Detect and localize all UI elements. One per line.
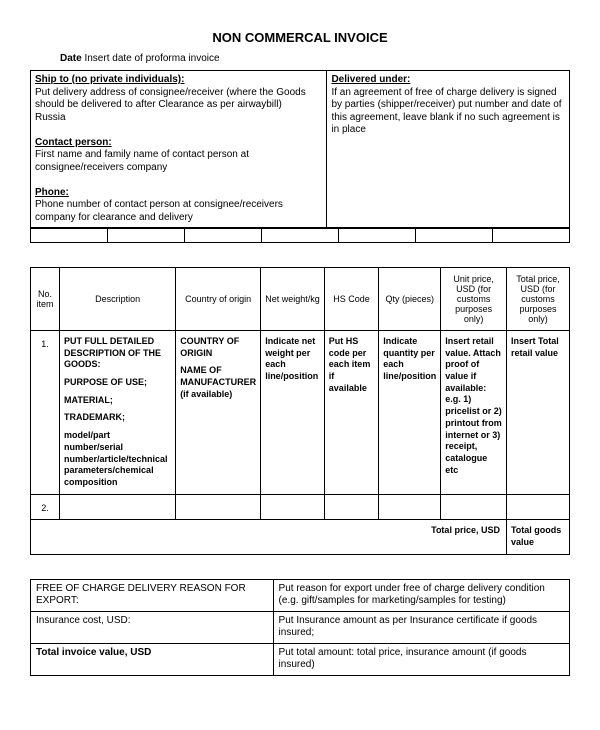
empty-cell bbox=[339, 229, 416, 243]
cell-qty: Indicate quantity per each line/position bbox=[379, 331, 441, 495]
items-table: No. item Description Country of origin N… bbox=[30, 267, 570, 555]
desc-main: PUT FULL DETAILED DESCRIPTION OF THE GOO… bbox=[64, 336, 171, 371]
col-no: No. item bbox=[31, 268, 60, 331]
desc-purpose: PURPOSE OF USE; bbox=[64, 377, 171, 389]
footer-right: Put reason for export under free of char… bbox=[273, 579, 569, 611]
shipto-label: Ship to (no private individuals): bbox=[35, 74, 184, 85]
cell-country bbox=[176, 494, 261, 520]
cell-no: 2. bbox=[31, 494, 60, 520]
empty-cell bbox=[262, 229, 339, 243]
footer-row: Insurance cost, USD: Put Insurance amoun… bbox=[31, 611, 570, 643]
empty-grid bbox=[30, 228, 570, 243]
cell-netweight bbox=[261, 494, 325, 520]
country-sub: NAME OF MANUFACTURER (if available) bbox=[180, 365, 256, 400]
cell-total: Insert Total retail value bbox=[506, 331, 569, 495]
table-row: 1. PUT FULL DETAILED DESCRIPTION OF THE … bbox=[31, 331, 570, 495]
total-price-value: Total goods value bbox=[506, 520, 569, 554]
footer-left: FREE OF CHARGE DELIVERY REASON FOR EXPOR… bbox=[31, 579, 274, 611]
header-table: Ship to (no private individuals): Put de… bbox=[30, 70, 570, 228]
delivered-text: If an agreement of free of charge delive… bbox=[331, 87, 561, 136]
cell-desc: PUT FULL DETAILED DESCRIPTION OF THE GOO… bbox=[60, 331, 176, 495]
cell-total bbox=[506, 494, 569, 520]
col-total: Total price, USD (for customs purposes o… bbox=[506, 268, 569, 331]
date-value: Insert date of proforma invoice bbox=[84, 53, 219, 64]
delivered-label: Delivered under: bbox=[331, 74, 410, 85]
col-desc: Description bbox=[60, 268, 176, 331]
country-main: COUNTRY OF ORIGIN bbox=[180, 336, 256, 359]
cell-unit: Insert retail value. Attach proof of val… bbox=[441, 331, 507, 495]
invoice-title: NON COMMERCAL INVOICE bbox=[30, 30, 570, 45]
empty-cell bbox=[493, 229, 570, 243]
footer-row: FREE OF CHARGE DELIVERY REASON FOR EXPOR… bbox=[31, 579, 570, 611]
cell-hs: Put HS code per each item if available bbox=[324, 331, 378, 495]
footer-left: Insurance cost, USD: bbox=[31, 611, 274, 643]
empty-cell bbox=[185, 229, 262, 243]
col-country: Country of origin bbox=[176, 268, 261, 331]
cell-qty bbox=[379, 494, 441, 520]
desc-model: model/part number/serial number/article/… bbox=[64, 430, 171, 488]
cell-desc bbox=[60, 494, 176, 520]
footer-right: Put Insurance amount as per Insurance ce… bbox=[273, 611, 569, 643]
total-row: Total price, USD Total goods value bbox=[31, 520, 570, 554]
empty-cell bbox=[31, 229, 108, 243]
contact-text: First name and family name of contact pe… bbox=[35, 149, 249, 173]
footer-right: Put total amount: total price, insurance… bbox=[273, 643, 569, 675]
items-header-row: No. item Description Country of origin N… bbox=[31, 268, 570, 331]
col-netweight: Net weight/kg bbox=[261, 268, 325, 331]
cell-netweight: Indicate net weight per each line/positi… bbox=[261, 331, 325, 495]
cell-unit bbox=[441, 494, 507, 520]
phone-label: Phone: bbox=[35, 187, 69, 198]
cell-country: COUNTRY OF ORIGIN NAME OF MANUFACTURER (… bbox=[176, 331, 261, 495]
shipto-text: Put delivery address of consignee/receiv… bbox=[35, 87, 306, 111]
col-hs: HS Code bbox=[324, 268, 378, 331]
desc-material: MATERIAL; bbox=[64, 395, 171, 407]
empty-cell bbox=[108, 229, 185, 243]
desc-trademark: TRADEMARK; bbox=[64, 412, 171, 424]
date-label: Date bbox=[60, 53, 82, 64]
date-line: Date Insert date of proforma invoice bbox=[60, 53, 570, 64]
empty-cell bbox=[416, 229, 493, 243]
total-price-label: Total price, USD bbox=[31, 520, 507, 554]
cell-no: 1. bbox=[31, 331, 60, 495]
footer-left: Total invoice value, USD bbox=[31, 643, 274, 675]
footer-row: Total invoice value, USD Put total amoun… bbox=[31, 643, 570, 675]
contact-label: Contact person: bbox=[35, 137, 112, 148]
shipto-country: Russia bbox=[35, 112, 66, 123]
table-row: 2. bbox=[31, 494, 570, 520]
col-qty: Qty (pieces) bbox=[379, 268, 441, 331]
cell-hs bbox=[324, 494, 378, 520]
phone-text: Phone number of contact person at consig… bbox=[35, 199, 283, 223]
footer-table: FREE OF CHARGE DELIVERY REASON FOR EXPOR… bbox=[30, 579, 570, 676]
col-unit: Unit price, USD (for customs purposes on… bbox=[441, 268, 507, 331]
